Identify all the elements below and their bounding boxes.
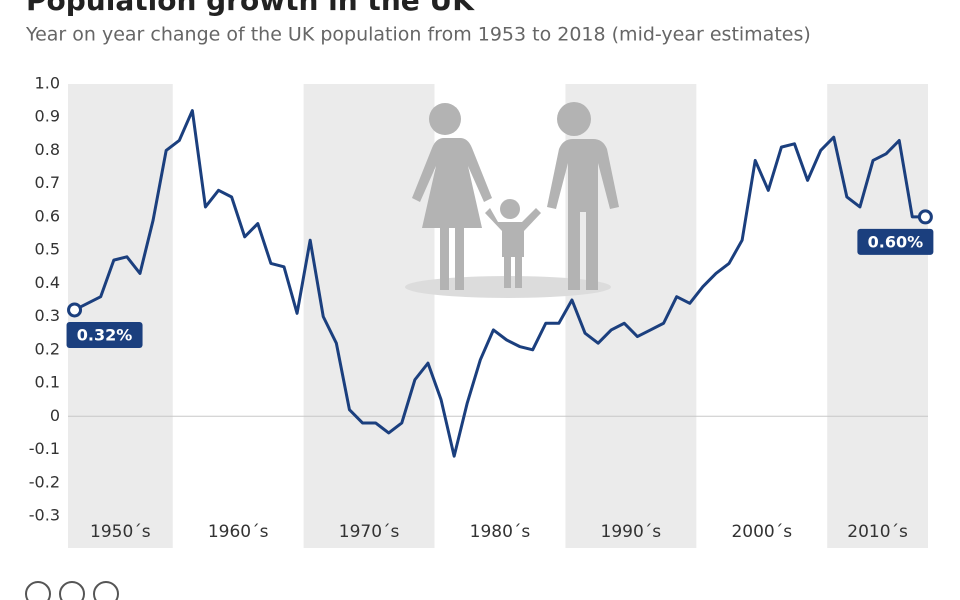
y-tick-label: -0.2 [29, 472, 60, 491]
decade-label: 2010´s [847, 522, 908, 542]
y-tick-label: 0.1 [35, 373, 60, 392]
decade-band [303, 84, 435, 548]
y-tick-label: 0.3 [35, 306, 60, 325]
decade-label: 1950´s [90, 522, 151, 542]
decade-label: 1980´s [470, 522, 531, 542]
value-label: 0.32% [77, 325, 133, 344]
value-label-box [66, 321, 143, 348]
decade-band [827, 84, 928, 548]
decade-label: 1960´s [208, 522, 269, 542]
end-point [67, 302, 83, 318]
y-tick-label: 0.8 [35, 140, 60, 159]
line-series [73, 109, 926, 458]
y-tick-label: 0 [50, 406, 60, 425]
family-illustration [405, 102, 619, 298]
y-tick-label: 0.7 [35, 173, 60, 192]
y-tick-label: 0.5 [35, 240, 60, 259]
y-tick-label: 0.9 [35, 107, 60, 126]
chart-title: Population growth in the UK [26, 0, 475, 17]
end-point [917, 209, 933, 225]
y-tick-label: -0.3 [29, 506, 60, 525]
y-tick-label: 0.6 [35, 206, 60, 225]
license-icons [25, 581, 119, 600]
decade-label: 1970´s [339, 522, 400, 542]
decade-label: 1990´s [601, 522, 662, 542]
value-label: 0.60% [868, 232, 924, 251]
y-tick-label: 0.2 [35, 339, 60, 358]
y-tick-label: 0.4 [35, 273, 60, 292]
decade-band [68, 84, 173, 548]
y-tick-label: 1.0 [35, 74, 60, 93]
chart-subtitle: Year on year change of the UK population… [25, 24, 811, 46]
y-tick-label: -0.1 [29, 439, 60, 458]
value-label-box [857, 228, 934, 255]
decade-label: 2000´s [731, 522, 792, 542]
